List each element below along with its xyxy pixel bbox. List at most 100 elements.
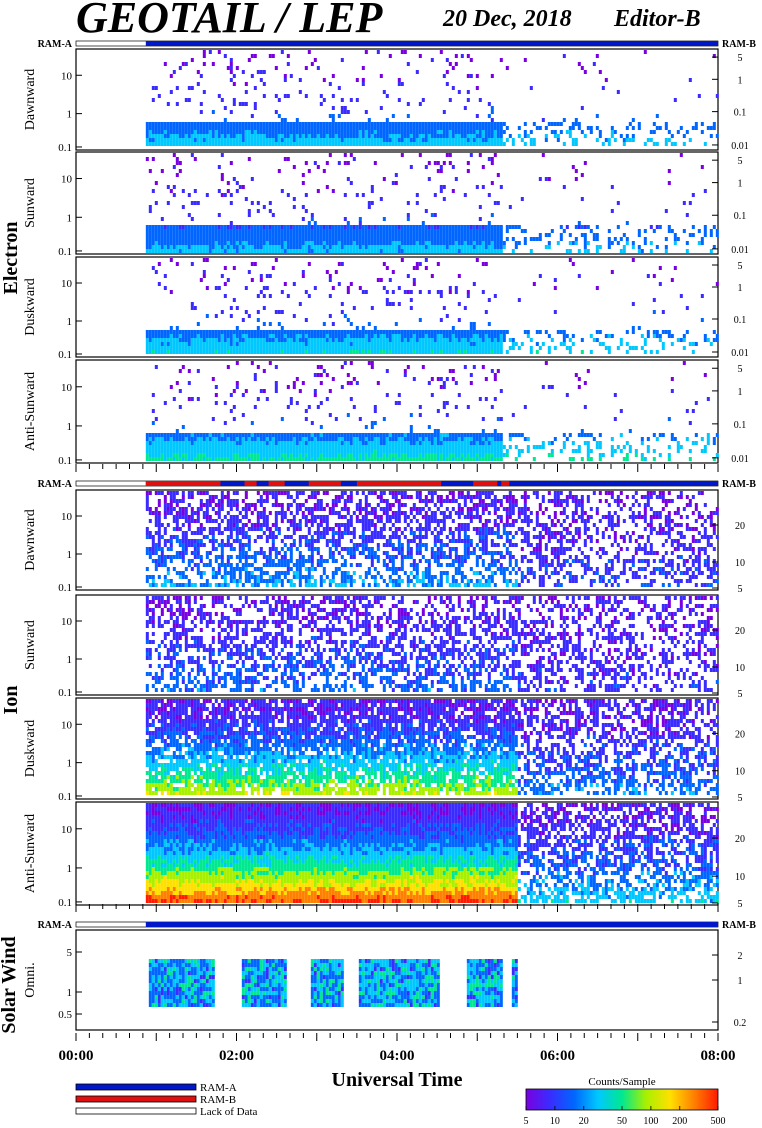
- spectrogram-cell: [166, 555, 170, 559]
- spectrogram-cell: [235, 241, 239, 245]
- spectrogram-cell: [157, 94, 161, 98]
- spectrogram-cell: [535, 350, 539, 354]
- spectrogram-cell: [391, 445, 395, 449]
- spectrogram-cell: [409, 229, 413, 233]
- spectrogram-cell: [268, 437, 272, 441]
- spectrogram-cell: [151, 393, 155, 397]
- spectrogram-cell: [253, 86, 257, 90]
- spectrogram-cell: [685, 409, 689, 413]
- spectrogram-cell: [334, 437, 338, 441]
- spectrogram-cell: [580, 130, 584, 134]
- spectrogram-cell: [379, 138, 383, 142]
- spectrogram-cell: [388, 334, 392, 338]
- spectrogram-cell: [445, 229, 449, 233]
- spectrogram-cell: [241, 445, 245, 449]
- spectrogram-cell: [181, 507, 185, 511]
- spectrogram-cell: [412, 346, 416, 350]
- spectrogram-cell: [436, 377, 440, 381]
- spectrogram-cell: [262, 334, 266, 338]
- spectrogram-cell: [361, 433, 365, 437]
- spectrogram-cell: [319, 94, 323, 98]
- spectrogram-cell: [496, 249, 500, 253]
- spectrogram-cell: [184, 229, 188, 233]
- spectrogram-cell: [415, 350, 419, 354]
- spectrogram-cell: [244, 241, 248, 245]
- spectrogram-cell: [628, 449, 632, 453]
- spectrogram-cell: [151, 338, 155, 342]
- spectrogram-cell: [448, 290, 452, 294]
- spectrogram-cell: [157, 445, 161, 449]
- spectrogram-cell: [610, 126, 614, 130]
- spectrogram-cell: [442, 134, 446, 138]
- spectrogram-cell: [229, 515, 233, 519]
- spectrogram-cell: [247, 241, 251, 245]
- spectrogram-cell: [223, 233, 227, 237]
- spectrogram-cell: [664, 209, 668, 213]
- spectrogram-cell: [157, 453, 161, 457]
- spectrogram-cell: [172, 142, 176, 146]
- spectrogram-cell: [466, 294, 470, 298]
- spectrogram-cell: [229, 350, 233, 354]
- spectrogram-cell: [166, 449, 170, 453]
- spectrogram-cell: [232, 350, 236, 354]
- spectrogram-cell: [292, 282, 296, 286]
- spectrogram-cell: [580, 66, 584, 70]
- spectrogram-cell: [598, 330, 602, 334]
- spectrogram-cell: [151, 449, 155, 453]
- spectrogram-cell: [157, 519, 161, 523]
- spectrogram-cell: [328, 350, 332, 354]
- spectrogram-cell: [493, 373, 497, 377]
- spectrogram-cell: [481, 138, 485, 142]
- spectrogram-cell: [298, 453, 302, 457]
- spectrogram-cell: [325, 126, 329, 130]
- spectrogram-cell: [181, 551, 185, 555]
- spectrogram-cell: [253, 539, 257, 543]
- spectrogram-cell: [367, 134, 371, 138]
- spectrogram-cell: [223, 457, 227, 461]
- spectrogram-cell: [148, 350, 152, 354]
- spectrogram-cell: [493, 138, 497, 142]
- spectrogram-cell: [388, 330, 392, 334]
- spectrogram-cell: [193, 306, 197, 310]
- spectrogram-cell: [358, 237, 362, 241]
- spectrogram-cell: [388, 126, 392, 130]
- spectrogram-cell: [169, 233, 173, 237]
- spectrogram-cell: [208, 519, 212, 523]
- spectrogram-cell: [193, 241, 197, 245]
- spectrogram-cell: [196, 138, 200, 142]
- spectrogram-cell: [217, 571, 221, 575]
- spectrogram-cell: [250, 278, 254, 282]
- spectrogram-cell: [187, 503, 191, 507]
- spectrogram-cell: [406, 138, 410, 142]
- spectrogram-cell: [649, 241, 653, 245]
- spectrogram-cell: [292, 122, 296, 126]
- spectrogram-cell: [253, 138, 257, 142]
- spectrogram-cell: [406, 134, 410, 138]
- spectrogram-cell: [256, 249, 260, 253]
- spectrogram-cell: [280, 342, 284, 346]
- spectrogram-cell: [229, 563, 233, 567]
- spectrogram-cell: [265, 453, 269, 457]
- spectrogram-cell: [424, 233, 428, 237]
- spectrogram-cell: [391, 334, 395, 338]
- spectrogram-cell: [394, 225, 398, 229]
- spectrogram-cell: [400, 453, 404, 457]
- spectrogram-cell: [193, 519, 197, 523]
- spectrogram-cell: [292, 205, 296, 209]
- spectrogram-cell: [229, 547, 233, 551]
- spectrogram-cell: [631, 241, 635, 245]
- spectrogram-cell: [688, 342, 692, 346]
- spectrogram-cell: [370, 122, 374, 126]
- spectrogram-cell: [301, 441, 305, 445]
- spectrogram-cell: [436, 437, 440, 441]
- spectrogram-cell: [643, 338, 647, 342]
- spectrogram-cell: [169, 189, 173, 193]
- spectrogram-cell: [304, 350, 308, 354]
- spectrogram-cell: [181, 531, 185, 535]
- spectrogram-cell: [424, 457, 428, 461]
- spectrogram-cell: [337, 245, 341, 249]
- spectrogram-cell: [169, 346, 173, 350]
- spectrogram-cell: [355, 78, 359, 82]
- spectrogram-cell: [283, 118, 287, 122]
- spectrogram-cell: [589, 449, 593, 453]
